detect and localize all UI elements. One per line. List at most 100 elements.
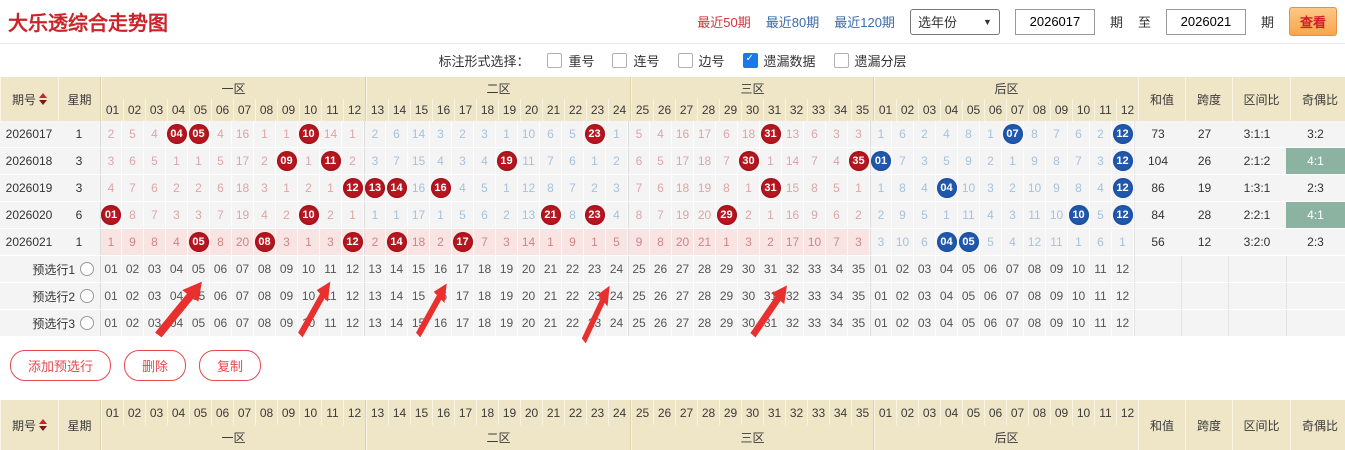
preselect-num-23[interactable]: 23 [584, 283, 606, 309]
preselect-num-04[interactable]: 04 [166, 283, 188, 309]
preselect-num-35[interactable]: 35 [848, 310, 870, 336]
preselect-num-26[interactable]: 26 [650, 310, 672, 336]
preselect-num-28[interactable]: 28 [694, 310, 716, 336]
preselect-num-32[interactable]: 32 [782, 256, 804, 282]
preselect-num-17[interactable]: 17 [452, 256, 474, 282]
preselect-num-02[interactable]: 02 [122, 256, 144, 282]
preselect-num-10[interactable]: 10 [298, 256, 320, 282]
preselect-num-22[interactable]: 22 [562, 310, 584, 336]
preselect-radio[interactable] [80, 262, 94, 276]
preselect-num-33[interactable]: 33 [804, 283, 826, 309]
preselect-num-02[interactable]: 02 [892, 310, 914, 336]
preselect-num-02[interactable]: 02 [122, 283, 144, 309]
link-recent-120[interactable]: 最近120期 [834, 15, 895, 30]
link-recent-80[interactable]: 最近80期 [765, 15, 820, 30]
to-period-input[interactable] [1165, 8, 1246, 35]
preselect-num-08[interactable]: 08 [254, 310, 276, 336]
preselect-num-09[interactable]: 09 [276, 310, 298, 336]
preselect-num-10[interactable]: 10 [298, 310, 320, 336]
preselect-num-23[interactable]: 23 [584, 310, 606, 336]
preselect-num-05[interactable]: 05 [188, 256, 210, 282]
preselect-num-03[interactable]: 03 [144, 310, 166, 336]
preselect-num-08[interactable]: 08 [1024, 283, 1046, 309]
preselect-num-08[interactable]: 08 [1024, 256, 1046, 282]
preselect-num-26[interactable]: 26 [650, 283, 672, 309]
preselect-num-01[interactable]: 01 [870, 310, 892, 336]
preselect-num-04[interactable]: 04 [936, 310, 958, 336]
preselect-num-20[interactable]: 20 [518, 256, 540, 282]
preselect-num-30[interactable]: 30 [738, 256, 760, 282]
preselect-num-08[interactable]: 08 [254, 283, 276, 309]
preselect-num-18[interactable]: 18 [474, 310, 496, 336]
preselect-num-30[interactable]: 30 [738, 310, 760, 336]
preselect-num-03[interactable]: 03 [144, 283, 166, 309]
preselect-num-07[interactable]: 07 [232, 310, 254, 336]
preselect-num-15[interactable]: 15 [408, 256, 430, 282]
from-period-input[interactable] [1014, 8, 1095, 35]
preselect-num-01[interactable]: 01 [100, 283, 122, 309]
preselect-num-14[interactable]: 14 [386, 283, 408, 309]
preselect-num-18[interactable]: 18 [474, 256, 496, 282]
preselect-num-02[interactable]: 02 [122, 310, 144, 336]
preselect-num-09[interactable]: 09 [276, 283, 298, 309]
preselect-num-34[interactable]: 34 [826, 310, 848, 336]
preselect-num-12[interactable]: 12 [1112, 283, 1134, 309]
preselect-num-25[interactable]: 25 [628, 283, 650, 309]
preselect-num-02[interactable]: 02 [892, 256, 914, 282]
add-preselect-row-button[interactable]: 添加预选行 [10, 350, 112, 381]
preselect-num-11[interactable]: 11 [320, 310, 342, 336]
preselect-num-07[interactable]: 07 [1002, 310, 1024, 336]
preselect-num-01[interactable]: 01 [870, 256, 892, 282]
preselect-num-19[interactable]: 19 [496, 256, 518, 282]
preselect-radio[interactable] [80, 289, 94, 303]
preselect-num-01[interactable]: 01 [870, 283, 892, 309]
preselect-num-09[interactable]: 09 [1046, 256, 1068, 282]
preselect-num-29[interactable]: 29 [716, 310, 738, 336]
preselect-num-27[interactable]: 27 [672, 310, 694, 336]
preselect-num-03[interactable]: 03 [914, 283, 936, 309]
preselect-num-05[interactable]: 05 [958, 256, 980, 282]
preselect-num-34[interactable]: 34 [826, 256, 848, 282]
preselect-num-14[interactable]: 14 [386, 256, 408, 282]
preselect-num-06[interactable]: 06 [980, 310, 1002, 336]
preselect-num-03[interactable]: 03 [914, 310, 936, 336]
preselect-num-19[interactable]: 19 [496, 310, 518, 336]
preselect-num-34[interactable]: 34 [826, 283, 848, 309]
preselect-num-19[interactable]: 19 [496, 283, 518, 309]
preselect-num-05[interactable]: 05 [958, 310, 980, 336]
preselect-num-10[interactable]: 10 [298, 283, 320, 309]
preselect-num-11[interactable]: 11 [320, 283, 342, 309]
preselect-num-16[interactable]: 16 [430, 256, 452, 282]
issue-column-header[interactable]: 期号 [0, 77, 58, 121]
copy-button[interactable]: 复制 [199, 350, 262, 381]
preselect-num-09[interactable]: 09 [276, 256, 298, 282]
preselect-num-22[interactable]: 22 [562, 256, 584, 282]
preselect-num-17[interactable]: 17 [452, 310, 474, 336]
preselect-num-04[interactable]: 04 [166, 310, 188, 336]
delete-button[interactable]: 删除 [124, 350, 187, 381]
preselect-num-04[interactable]: 04 [936, 256, 958, 282]
preselect-num-18[interactable]: 18 [474, 283, 496, 309]
preselect-num-20[interactable]: 20 [518, 310, 540, 336]
preselect-num-06[interactable]: 06 [980, 283, 1002, 309]
preselect-num-27[interactable]: 27 [672, 256, 694, 282]
preselect-num-26[interactable]: 26 [650, 256, 672, 282]
preselect-num-13[interactable]: 13 [364, 256, 386, 282]
preselect-num-10[interactable]: 10 [1068, 310, 1090, 336]
year-select[interactable]: 选年份 ▼ [909, 8, 1000, 35]
preselect-num-11[interactable]: 11 [320, 256, 342, 282]
preselect-num-21[interactable]: 21 [540, 283, 562, 309]
preselect-num-21[interactable]: 21 [540, 310, 562, 336]
issue-column-header[interactable]: 期号 [0, 400, 58, 450]
preselect-num-14[interactable]: 14 [386, 310, 408, 336]
preselect-num-05[interactable]: 05 [188, 283, 210, 309]
preselect-num-07[interactable]: 07 [1002, 256, 1024, 282]
preselect-num-35[interactable]: 35 [848, 256, 870, 282]
preselect-num-30[interactable]: 30 [738, 283, 760, 309]
preselect-num-11[interactable]: 11 [1090, 256, 1112, 282]
preselect-num-09[interactable]: 09 [1046, 310, 1068, 336]
preselect-num-20[interactable]: 20 [518, 283, 540, 309]
preselect-num-33[interactable]: 33 [804, 310, 826, 336]
preselect-num-12[interactable]: 12 [1112, 310, 1134, 336]
preselect-num-29[interactable]: 29 [716, 256, 738, 282]
